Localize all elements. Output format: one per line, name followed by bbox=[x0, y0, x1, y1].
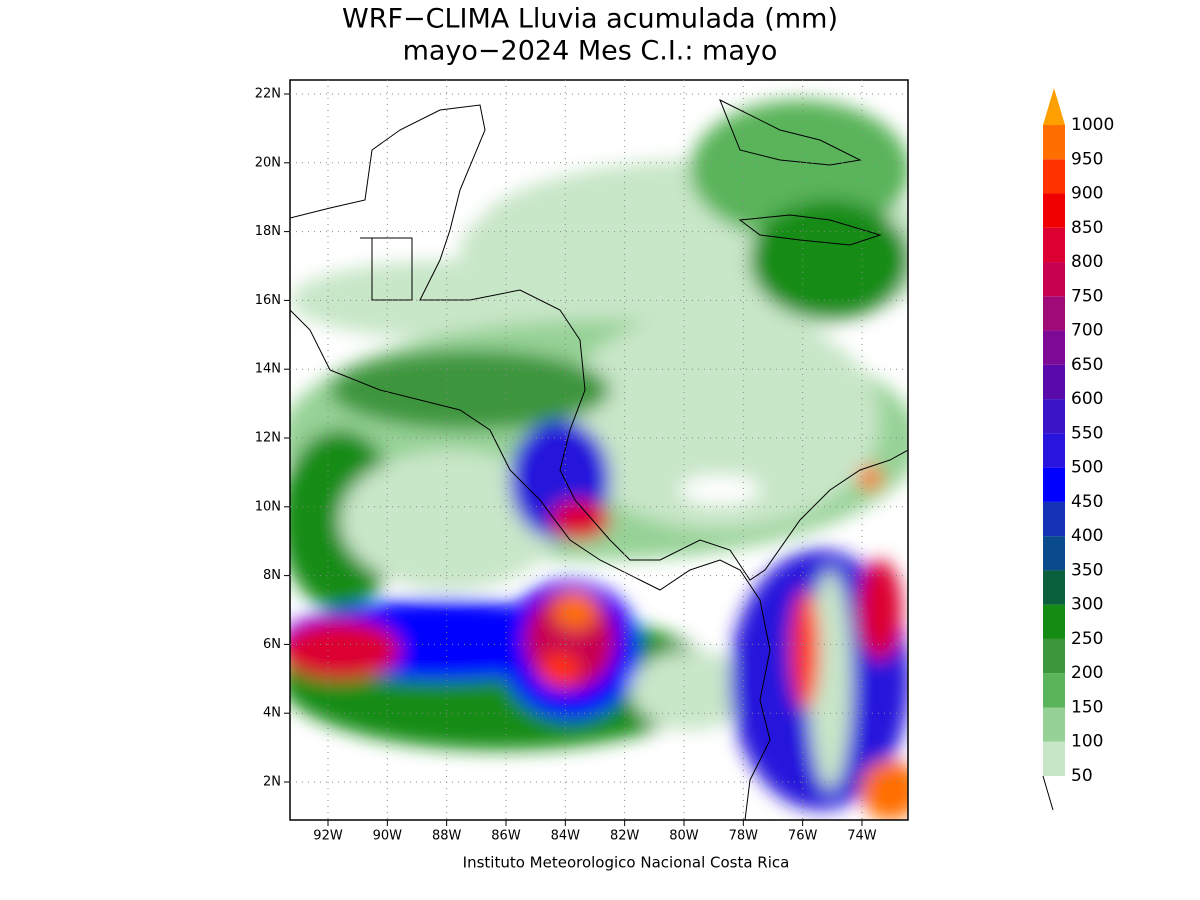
lon-label: 76W bbox=[788, 829, 818, 844]
colorbar-swatch bbox=[1043, 159, 1065, 194]
colorbar-label: 900 bbox=[1071, 184, 1103, 204]
colorbar-swatch bbox=[1043, 262, 1065, 297]
colorbar-swatch bbox=[1043, 330, 1065, 365]
lat-label: 16N bbox=[255, 293, 281, 308]
lon-label: 86W bbox=[491, 829, 521, 844]
colorbar-label: 1000 bbox=[1071, 115, 1114, 135]
colorbar-swatch bbox=[1043, 673, 1065, 708]
colorbar-swatch bbox=[1043, 296, 1065, 331]
lat-label: 12N bbox=[255, 431, 281, 446]
colorbar-swatch bbox=[1043, 604, 1065, 639]
lat-label: 4N bbox=[263, 706, 281, 721]
lat-label: 8N bbox=[263, 568, 281, 583]
title-line: WRF−CLIMA Lluvia acumulada (mm) bbox=[342, 4, 838, 35]
colorbar-swatch bbox=[1043, 227, 1065, 263]
lat-label: 18N bbox=[255, 224, 281, 239]
lat-label: 20N bbox=[255, 155, 281, 170]
lat-label: 6N bbox=[263, 637, 281, 652]
map-frame bbox=[289, 79, 909, 821]
colorbar-label: 700 bbox=[1071, 321, 1103, 341]
lat-label: 2N bbox=[263, 775, 281, 790]
colorbar-swatch bbox=[1043, 433, 1065, 468]
colorbar-swatch bbox=[1043, 193, 1065, 228]
colorbar-label: 750 bbox=[1071, 286, 1103, 306]
rain-field bbox=[290, 90, 908, 820]
colorbar-label: 850 bbox=[1071, 218, 1103, 238]
lon-label: 82W bbox=[610, 829, 640, 844]
lon-label: 84W bbox=[551, 829, 581, 844]
colorbar-swatch bbox=[1043, 570, 1065, 605]
colorbar-label: 450 bbox=[1071, 492, 1103, 512]
colorbar-swatch bbox=[1043, 741, 1065, 776]
colorbar-label: 550 bbox=[1071, 423, 1103, 443]
colorbar-label: 950 bbox=[1071, 149, 1103, 169]
colorbar-swatch bbox=[1043, 501, 1065, 537]
title-line: mayo−2024 Mes C.I.: mayo bbox=[403, 36, 778, 67]
colorbar-label: 250 bbox=[1071, 629, 1103, 649]
colorbar-label: 400 bbox=[1071, 526, 1103, 546]
lon-label: 90W bbox=[373, 829, 403, 844]
colorbar-over-arrow bbox=[1043, 88, 1065, 125]
colorbar-swatch bbox=[1043, 364, 1065, 400]
colorbar-label: 500 bbox=[1071, 458, 1103, 478]
colorbar-swatch bbox=[1043, 399, 1065, 434]
colorbar-label: 150 bbox=[1071, 697, 1103, 717]
colorbar-label: 350 bbox=[1071, 560, 1103, 580]
colorbar-label: 200 bbox=[1071, 663, 1103, 683]
colorbar-label: 300 bbox=[1071, 595, 1103, 615]
colorbar-swatch bbox=[1043, 707, 1065, 742]
footer: Instituto Meteorologico Nacional Costa R… bbox=[463, 854, 790, 872]
colorbar-label: 600 bbox=[1071, 389, 1103, 409]
lon-label: 92W bbox=[313, 829, 343, 844]
colorbar-swatch bbox=[1043, 638, 1065, 674]
lon-label: 78W bbox=[729, 829, 759, 844]
lon-label: 74W bbox=[847, 829, 877, 844]
colorbar-swatch bbox=[1043, 125, 1065, 160]
colorbar-under-end bbox=[1042, 775, 1054, 811]
colorbar-label: 650 bbox=[1071, 355, 1103, 375]
colorbar-swatch bbox=[1043, 536, 1065, 571]
colorbar-label: 800 bbox=[1071, 252, 1103, 272]
lon-label: 88W bbox=[432, 829, 462, 844]
lat-label: 14N bbox=[255, 362, 281, 377]
colorbar-swatch bbox=[1043, 467, 1065, 502]
colorbar-label: 100 bbox=[1071, 732, 1103, 752]
lat-label: 10N bbox=[255, 499, 281, 514]
colorbar-label: 50 bbox=[1071, 766, 1093, 786]
lon-label: 80W bbox=[669, 829, 699, 844]
lat-label: 22N bbox=[255, 87, 281, 102]
